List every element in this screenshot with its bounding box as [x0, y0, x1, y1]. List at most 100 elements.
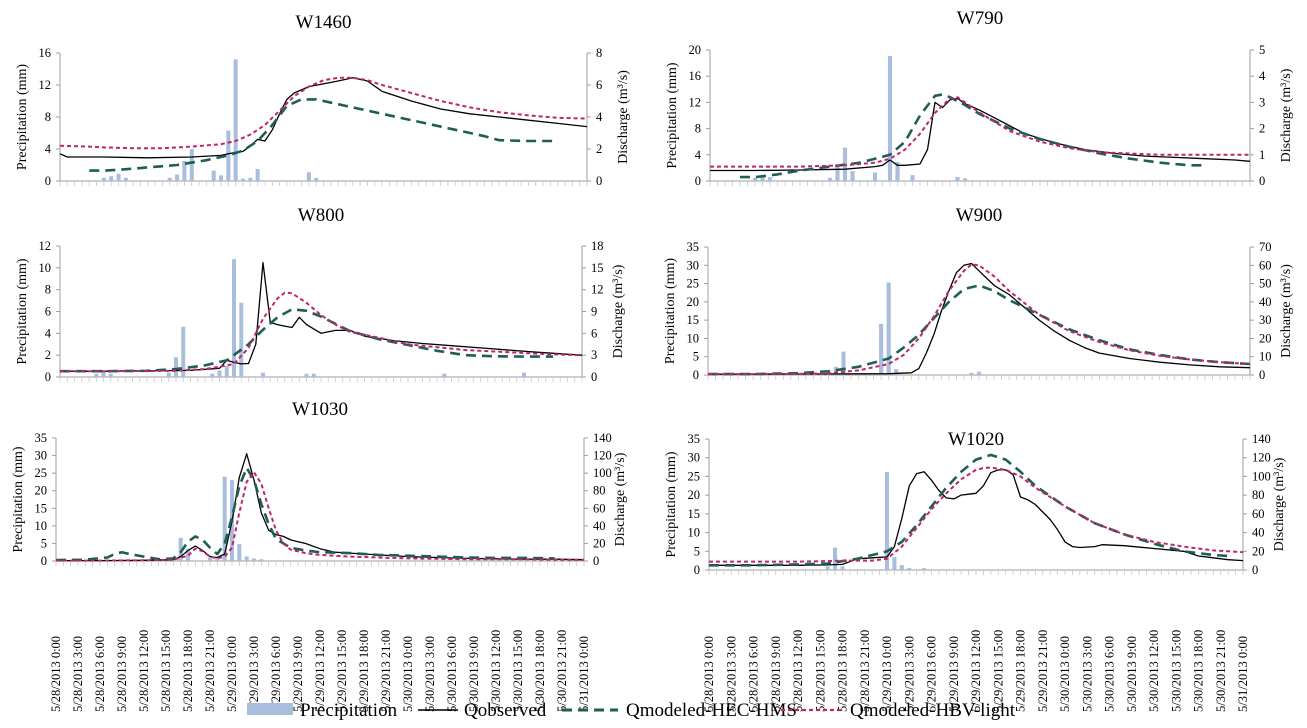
precipitation-bar	[226, 130, 231, 181]
precipitation-bar	[233, 59, 238, 181]
x-tick-label: 5/30/2013 12:00	[1147, 630, 1161, 712]
y-axis-title: Precipitation (mm)	[15, 258, 30, 364]
precipitation-bar	[94, 373, 99, 377]
y2-tick-label: 120	[593, 449, 612, 463]
qmodeled-hec-hms-line	[709, 453, 1229, 567]
y2-tick-label: 140	[1252, 432, 1271, 446]
chart-title: W900	[956, 205, 1002, 226]
precipitation-bar	[251, 558, 257, 561]
y2-tick-label: 60	[1259, 258, 1272, 272]
precipitation-bar	[178, 537, 183, 561]
y2-axis-title: Discharge (m³/s)	[1279, 264, 1294, 358]
precipitation-bar	[248, 177, 253, 181]
qmodeled-hec-hms-line	[60, 308, 553, 373]
y2-tick-label: 100	[1252, 469, 1271, 483]
x-tick-label: 5/29/2013 6:00	[925, 636, 939, 712]
precipitation-bar	[314, 177, 319, 181]
x-tick-label: 5/28/2013 9:00	[769, 636, 783, 712]
x-tick-label: 5/29/2013 0:00	[225, 636, 239, 712]
x-tick-label: 5/28/2013 15:00	[159, 630, 173, 712]
chart-title: W1030	[292, 399, 348, 420]
x-tick-label: 5/30/2013 21:00	[1214, 630, 1228, 712]
panel-w900: W900 0 5 10 15 20 25 30 35 0 10 20 30 40 50 60 70 Precipi…	[663, 205, 1294, 382]
y2-tick-label: 3	[591, 348, 597, 362]
y2-tick-label: 100	[593, 466, 612, 480]
x-tick-label: 5/29/2013 3:00	[902, 636, 916, 712]
y2-tick-label: 18	[591, 239, 604, 253]
precipitation-bar	[892, 556, 897, 570]
precipitation-bar	[833, 547, 838, 570]
legend-label: Qobserved	[464, 700, 547, 721]
x-tick-label: 5/30/2013 9:00	[467, 636, 481, 712]
precipitation-bar	[167, 177, 172, 181]
y-tick-label: 20	[689, 43, 702, 57]
y2-tick-label: 40	[593, 519, 606, 533]
precipitation-bar	[123, 177, 128, 181]
x-tick-label: 5/30/2013 6:00	[445, 636, 459, 712]
y2-tick-label: 1	[1259, 148, 1265, 162]
y-axis-title: Precipitation (mm)	[11, 446, 26, 552]
y2-tick-label: 0	[1252, 563, 1258, 577]
precipitation-bar	[887, 55, 893, 181]
precipitation-bar	[841, 351, 846, 375]
y2-tick-label: 12	[591, 283, 604, 297]
y2-tick-label: 6	[596, 78, 602, 92]
x-tick-marks	[59, 181, 588, 186]
x-tick-label: 5/30/2013 21:00	[555, 630, 569, 712]
y2-tick-label: 20	[1252, 544, 1265, 558]
precipitation-bar	[884, 471, 890, 570]
x-tick-label: 5/30/2013 12:00	[489, 630, 503, 712]
qmodeled-hec-hms-line	[55, 466, 555, 562]
x-tick-label: 5/28/2013 6:00	[93, 636, 107, 712]
precipitation-bar	[108, 373, 113, 377]
x-tick-label: 5/29/2013 12:00	[313, 630, 327, 712]
x-tick-label: 5/30/2013 18:00	[1192, 630, 1206, 712]
x-tick-label: 5/30/2013 0:00	[1058, 636, 1072, 712]
y-tick-label: 25	[687, 277, 700, 291]
x-tick-marks	[708, 570, 1244, 575]
x-tick-label: 5/31/2013 0:00	[1236, 636, 1250, 712]
precipitation-bar	[116, 173, 121, 181]
x-tick-label: 5/31/2013 0:00	[577, 636, 591, 712]
x-tick-label: 5/28/2013 21:00	[203, 630, 217, 712]
y-tick-label: 30	[35, 449, 48, 463]
x-tick-label: 5/29/2013 21:00	[1036, 630, 1050, 712]
precipitation-bar	[259, 559, 264, 561]
y2-tick-label: 2	[596, 142, 602, 156]
y2-tick-label: 0	[593, 554, 599, 568]
precipitation-bar	[827, 177, 833, 181]
x-tick-label: 5/29/2013 15:00	[991, 630, 1005, 712]
x-tick-labels: 5/28/2013 0:00 5/28/2013 3:00 5/28/2013 6:…	[49, 630, 591, 712]
y-tick-label: 35	[35, 431, 48, 445]
x-tick-marks	[55, 561, 585, 566]
x-tick-label: 5/29/2013 18:00	[1014, 630, 1028, 712]
y2-tick-label: 30	[1259, 313, 1272, 327]
y-tick-label: 10	[688, 526, 701, 540]
x-tick-label: 5/30/2013 18:00	[533, 630, 547, 712]
y-tick-label: 12	[39, 78, 52, 92]
precipitation-bar	[895, 162, 900, 181]
y-tick-label: 15	[35, 501, 48, 515]
y2-tick-label: 40	[1252, 526, 1265, 540]
y-tick-label: 10	[39, 261, 52, 275]
legend-label: Qmodeled-HBV-light	[850, 700, 1016, 721]
precipitation-bar	[976, 371, 982, 375]
y-tick-label: 8	[695, 122, 701, 136]
precipitation-bar	[752, 177, 758, 181]
panel-w1460: W1460 0 4 8 12 16 0 2 4 6 8 Precipitation (mm) Disch…	[15, 12, 631, 188]
precipitation-bar	[182, 161, 187, 181]
y2-tick-label: 2	[1259, 122, 1265, 136]
x-tick-labels: 5/28/2013 0:00 5/28/2013 3:00 5/28/2013 6:…	[702, 630, 1250, 712]
y2-tick-label: 15	[591, 261, 604, 275]
y2-axis-title: Discharge (m³/s)	[616, 70, 631, 164]
qobserved-line	[60, 262, 583, 372]
y2-tick-label: 0	[1259, 368, 1265, 382]
x-tick-label: 5/28/2013 0:00	[49, 636, 63, 712]
x-tick-label: 5/28/2013 12:00	[791, 630, 805, 712]
precipitation-bar	[962, 178, 968, 181]
x-tick-label: 5/29/2013 18:00	[357, 630, 371, 712]
precipitation-bar	[442, 373, 447, 377]
panel-w1030: W1030 0 5 10 15 20 25 30 35 0 20 40 60 80 100 120 140 Pre…	[11, 399, 628, 712]
x-tick-label: 5/28/2013 15:00	[813, 630, 827, 712]
